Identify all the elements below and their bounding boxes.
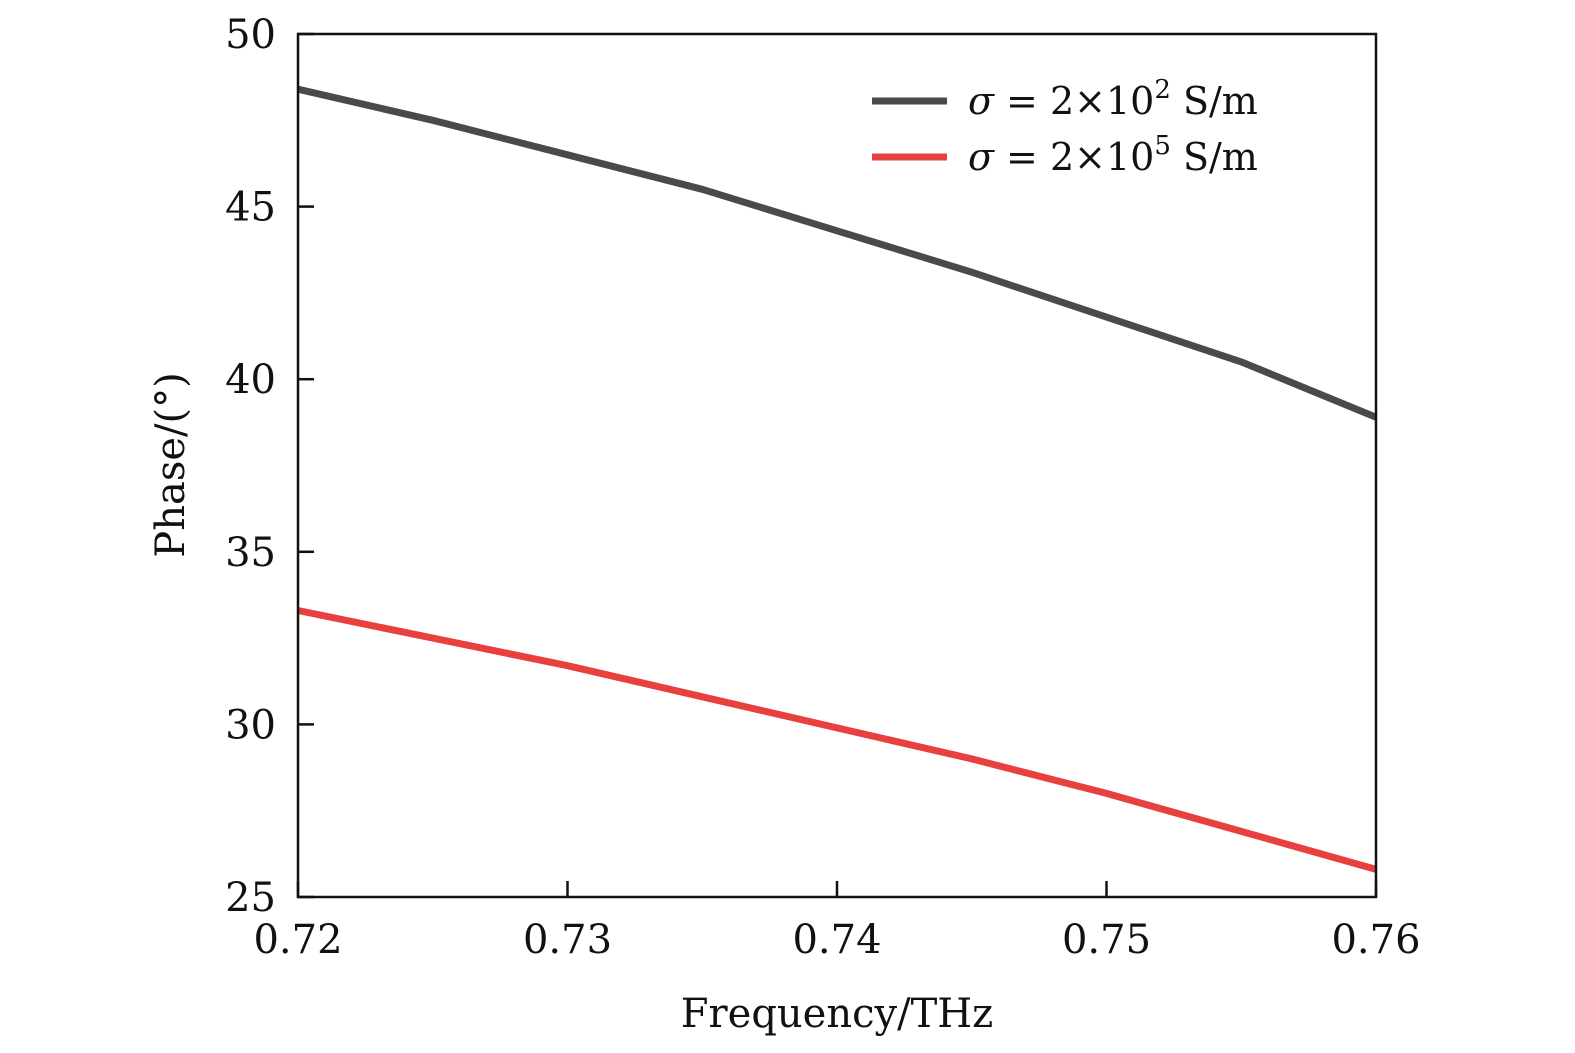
ticks-layer: 0.72 0.73 0.74 0.75 0.76 25 30 35 40 45 50	[225, 12, 1420, 963]
y-axis-title: Phase/(°)	[148, 372, 194, 557]
x-tick-label: 0.74	[792, 917, 881, 963]
x-tick-label: 0.73	[523, 917, 612, 963]
plot-frame	[296, 32, 1378, 899]
y-tick-label: 45	[225, 185, 276, 231]
x-tick-label: 0.72	[253, 917, 342, 963]
y-tick-label: 35	[225, 530, 276, 576]
x-axis-title: Frequency/THz	[681, 991, 993, 1037]
y-tick-label: 30	[225, 702, 276, 748]
x-tick-label: 0.76	[1331, 917, 1420, 963]
y-tick-label: 50	[225, 12, 276, 58]
series-line-2	[297, 607, 1377, 873]
y-tick-label: 40	[225, 357, 276, 403]
series-line-1	[297, 85, 1378, 421]
x-tick-label: 0.75	[1062, 917, 1151, 963]
legend-entry-1: σ = 2×102 S/m	[872, 75, 1258, 123]
legend-label: σ = 2×105 S/m	[968, 131, 1258, 179]
legend: σ = 2×102 S/m σ = 2×105 S/m	[872, 75, 1258, 179]
legend-entry-2: σ = 2×105 S/m	[872, 131, 1258, 179]
series-layer	[297, 85, 1378, 873]
legend-label: σ = 2×102 S/m	[968, 75, 1258, 123]
y-tick-label: 25	[225, 875, 276, 921]
